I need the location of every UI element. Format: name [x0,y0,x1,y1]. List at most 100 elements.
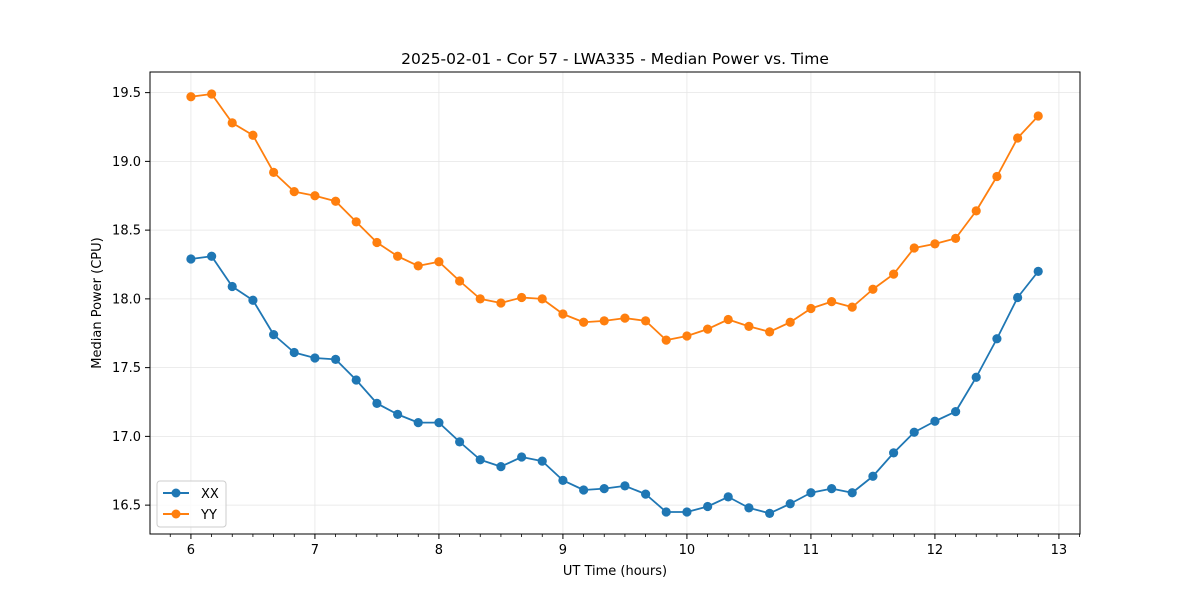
data-point-yy [682,331,692,341]
x-tick-label: 10 [679,543,696,558]
data-point-yy [351,217,361,227]
data-point-xx [951,407,961,417]
data-point-xx [496,462,506,472]
data-point-yy [393,251,403,261]
data-point-yy [703,324,713,334]
data-point-xx [393,409,403,419]
data-point-yy [186,92,196,102]
data-point-yy [496,298,506,308]
data-point-yy [930,239,940,249]
x-tick-label: 13 [1051,543,1068,558]
chart-title: 2025-02-01 - Cor 57 - LWA335 - Median Po… [401,50,829,68]
plot-frame [149,71,1081,535]
tick-layer: 6 7 8 9 10 11 12 13 16.5 17.0 17.5 18.0 18.5 19.0 19.5 [112,86,1080,558]
data-point-xx [475,455,485,465]
data-point-yy [434,257,444,267]
y-tick-label: 19.0 [112,155,141,170]
data-point-xx [641,489,651,499]
data-point-yy [289,187,299,197]
y-tick-label: 17.0 [112,430,141,445]
data-point-yy [248,130,258,140]
data-point-xx [289,347,299,358]
data-point-yy [889,269,899,279]
data-point-xx [207,251,217,261]
data-point-xx [434,418,444,428]
data-point-yy [785,317,795,327]
data-point-xx [537,456,547,466]
data-point-yy [641,316,651,326]
data-point-xx [351,375,361,385]
data-point-yy [868,284,878,294]
data-point-yy [951,233,961,243]
data-point-xx [971,372,981,382]
data-point-xx [806,488,816,498]
legend-marker-yy [171,509,181,519]
data-point-yy [661,335,671,345]
data-point-yy [847,302,857,312]
data-point-yy [827,297,837,307]
data-point-yy [207,89,217,99]
data-point-xx [455,437,465,447]
data-point-yy [971,206,981,216]
y-tick-label: 16.5 [112,499,141,514]
data-point-yy [310,191,320,201]
grid-layer [150,72,1080,534]
x-tick-label: 6 [187,543,195,558]
data-point-yy [558,309,568,319]
data-point-yy [579,317,589,327]
data-point-xx [558,475,568,485]
data-point-xx [661,507,671,517]
y-tick-label: 18.5 [112,224,141,239]
data-point-yy [765,327,775,337]
data-point-xx [744,503,754,513]
data-point-yy [992,171,1002,182]
data-point-xx [703,501,713,512]
series-layer [186,89,1043,518]
y-tick-label: 19.5 [112,86,141,101]
data-point-xx [868,471,878,481]
data-point-xx [372,398,382,408]
x-tick-label: 12 [927,543,944,558]
data-point-xx [310,353,320,363]
legend-label-xx: XX [201,487,219,502]
data-point-xx [1013,292,1023,303]
data-point-yy [806,303,816,314]
x-tick-label: 9 [559,543,567,558]
data-point-xx [579,485,589,495]
data-point-xx [889,448,899,458]
data-point-xx [413,418,423,428]
data-point-xx [992,334,1002,344]
legend-marker-xx [171,488,181,498]
data-point-yy [744,321,754,331]
legend-label-yy: YY [200,508,217,523]
data-point-xx [331,354,341,364]
data-point-xx [186,254,196,264]
data-point-xx [847,488,857,498]
data-point-xx [1033,266,1043,276]
data-point-yy [1033,111,1043,121]
data-point-yy [723,314,733,325]
data-point-yy [372,237,382,248]
y-tick-label: 17.5 [112,361,141,376]
data-point-yy [537,294,547,304]
y-tick-label: 18.0 [112,292,141,307]
data-point-xx [269,330,279,340]
data-point-yy [269,167,279,177]
x-axis-label: UT Time (hours) [563,564,667,579]
data-point-yy [455,276,465,286]
data-point-yy [517,292,527,303]
data-point-xx [827,484,837,494]
data-point-xx [620,481,630,491]
data-point-xx [599,484,609,494]
data-point-xx [723,492,733,502]
data-point-xx [909,427,919,437]
data-point-xx [682,507,692,517]
data-point-xx [765,508,775,518]
data-point-yy [413,261,423,271]
x-tick-label: 7 [311,543,319,558]
data-point-xx [930,416,940,426]
data-point-xx [517,452,527,462]
x-tick-label: 11 [803,543,820,558]
data-point-yy [1013,133,1023,143]
